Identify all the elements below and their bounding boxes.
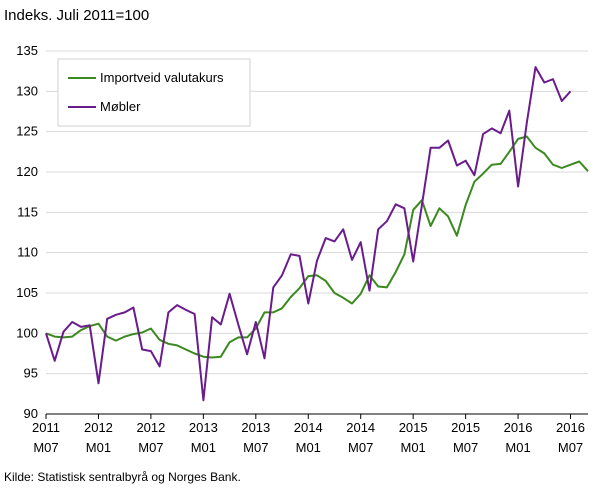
x-tick-month: M07: [348, 440, 373, 455]
x-tick-year: 2012: [84, 420, 113, 435]
x-tick-year: 2012: [136, 420, 165, 435]
legend-box: [57, 58, 251, 127]
x-tick-year: 2014: [346, 420, 375, 435]
x-tick-year: 2016: [556, 420, 585, 435]
y-tick-label: 135: [16, 43, 38, 58]
x-tick-month: M01: [401, 440, 426, 455]
x-tick-month: M07: [453, 440, 478, 455]
x-tick-month: M07: [558, 440, 583, 455]
x-tick-year: 2015: [399, 420, 428, 435]
y-tick-label: 115: [17, 204, 38, 219]
y-tick-label: 95: [24, 366, 38, 381]
x-tick-month: M07: [33, 440, 58, 455]
x-tick-year: 2013: [241, 420, 270, 435]
x-axis-ticks: 2011 M07 2012 M01 2012 M07 2013 M01 2013 M07 2014 M…: [32, 414, 585, 455]
x-tick-month: M01: [86, 440, 111, 455]
x-tick-month: M07: [138, 440, 163, 455]
x-tick-year: 2013: [189, 420, 218, 435]
x-tick-month: M01: [191, 440, 216, 455]
legend: Importveid valutakurs Møbler: [57, 58, 251, 127]
x-tick-year: 2015: [451, 420, 480, 435]
legend-label-importveid: Importveid valutakurs: [100, 70, 224, 85]
x-tick-year: 2011: [32, 420, 60, 435]
y-tick-label: 100: [16, 325, 38, 340]
series-lines: [45, 66, 589, 402]
series-line-importveid: [45, 135, 589, 359]
x-tick-month: M01: [505, 440, 530, 455]
series-line-mobler: [45, 66, 572, 402]
y-tick-label: 105: [16, 285, 38, 300]
y-tick-label: 125: [16, 124, 38, 139]
y-tick-label: 130: [16, 83, 38, 98]
x-tick-month: M01: [296, 440, 321, 455]
y-axis-ticks: 90 95 100 105 110 115 120 125 130 135: [16, 43, 38, 421]
y-tick-label: 90: [24, 406, 38, 421]
x-tick-year: 2014: [294, 420, 323, 435]
x-tick-month: M07: [243, 440, 268, 455]
legend-label-mobler: Møbler: [100, 99, 141, 114]
x-tick-year: 2016: [504, 420, 533, 435]
y-tick-label: 110: [17, 245, 38, 260]
chart-source: Kilde: Statistisk sentralbyrå og Norges …: [4, 470, 241, 484]
y-tick-label: 120: [16, 164, 38, 179]
chart-title: Indeks. Juli 2011=100: [4, 7, 150, 24]
